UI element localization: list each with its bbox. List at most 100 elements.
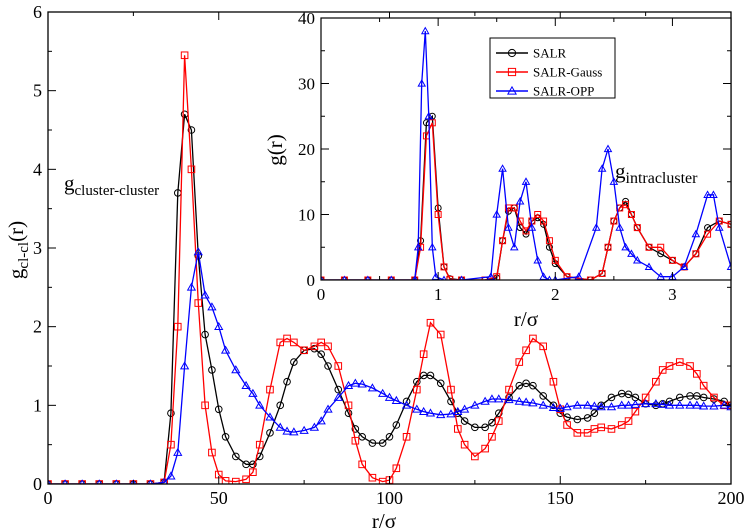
main-point-salr-opp: [685, 400, 695, 409]
main-point-salr-opp: [173, 447, 183, 456]
main-point-salr-opp: [200, 290, 210, 299]
main-point-salr-opp: [323, 404, 333, 413]
main-y-tick-label: 5: [33, 81, 42, 101]
main-point-salr-opp: [166, 471, 176, 480]
main-point-salr: [529, 381, 537, 390]
inset-y-tick-label: 40: [298, 9, 315, 28]
main-annotation-sub: cluster-cluster: [75, 183, 160, 199]
main-point-salr-gauss: [573, 429, 582, 437]
main-point-salr: [471, 423, 479, 432]
inset-point-salr-opp: [574, 272, 584, 280]
main-point-salr: [201, 330, 209, 339]
inset-x-axis-label: r/σ: [514, 307, 538, 331]
inset-point-salr-opp: [632, 255, 642, 264]
legend-item-salr-gauss: SALR-Gauss: [496, 65, 602, 80]
main-point-salr-gauss: [194, 299, 203, 307]
main-point-salr-opp: [664, 400, 675, 409]
main-point-salr-opp: [299, 425, 309, 434]
main-point-salr-opp: [255, 400, 265, 409]
inset-x-tick-label: 1: [434, 285, 443, 304]
inset-point-salr-opp: [509, 242, 519, 251]
inset-y-tick-label: 10: [298, 206, 315, 225]
inset-point-salr-gauss: [499, 237, 507, 245]
inset-point-salr-opp: [413, 242, 423, 251]
inset-point-salr-gauss: [727, 220, 731, 228]
main-point-salr-opp: [538, 400, 548, 409]
main-point-salr-gauss: [436, 330, 445, 339]
main-y-tick-label: 4: [33, 159, 42, 179]
inset-point-salr-opp: [424, 111, 434, 120]
main-series-salr-opp: [48, 247, 731, 484]
main-point-salr-opp: [367, 383, 378, 392]
main-y-axis-label-tail: (r): [4, 221, 28, 242]
inset-point-salr-gauss: [627, 211, 635, 218]
main-point-salr-opp: [555, 403, 565, 412]
main-point-salr-gauss: [658, 366, 667, 374]
inset-point-salr-gauss: [551, 256, 559, 264]
main-point-salr-gauss: [358, 460, 366, 469]
main-point-salr: [624, 390, 633, 399]
legend: SALR SALR-Gauss SALR-OPP: [489, 37, 616, 99]
main-point-salr-opp: [220, 345, 231, 354]
inset-point-salr-opp: [527, 223, 537, 231]
main-point-salr: [283, 377, 291, 386]
legend-label: SALR-Gauss: [533, 65, 602, 80]
main-y-tick-label: 0: [33, 474, 42, 494]
inset-y-tick-label: 30: [298, 75, 315, 94]
main-point-salr: [232, 452, 240, 461]
main-point-salr-opp: [401, 400, 412, 409]
main-point-salr-gauss: [242, 475, 250, 484]
inset-y-tick-label: 0: [307, 271, 316, 290]
main-point-salr-gauss: [675, 358, 684, 366]
main-point-salr-opp: [480, 396, 490, 405]
inset-point-salr-opp: [726, 262, 731, 270]
main-point-salr-opp: [316, 416, 326, 425]
inset-point-salr: [704, 224, 712, 232]
inset-point-salr-opp: [714, 223, 724, 231]
main-point-salr-gauss: [549, 377, 558, 386]
inset-series-group: [321, 26, 731, 280]
main-point-salr-opp: [562, 402, 572, 411]
main-point-salr-opp: [453, 406, 463, 415]
main-y-axis-label-sub: cl-cl: [16, 242, 32, 269]
main-point-salr: [447, 397, 455, 406]
inset-point-salr: [657, 250, 665, 258]
main-point-salr: [276, 401, 285, 410]
main-point-salr-opp: [596, 402, 606, 411]
inset-point-salr-opp: [533, 255, 543, 264]
main-point-salr-gauss: [290, 338, 298, 347]
main-point-salr-opp: [606, 402, 617, 411]
main-point-salr-gauss: [515, 358, 524, 366]
main-y-axis-label-main: g: [4, 268, 28, 279]
inset-point-salr-opp: [703, 190, 712, 198]
main-point-salr-opp: [384, 392, 395, 401]
main-point-salr-gauss: [173, 322, 182, 331]
inset-x-tick-label: 2: [551, 285, 560, 304]
inset-point-salr-gauss: [645, 243, 653, 251]
main-point-salr: [597, 401, 606, 410]
main-point-salr-opp: [391, 395, 401, 404]
main-point-salr: [344, 409, 353, 418]
main-point-salr-gauss: [300, 346, 308, 355]
main-point-salr-gauss: [221, 477, 230, 484]
inset-point-salr-opp: [539, 272, 548, 280]
main-point-salr-gauss: [283, 334, 291, 343]
legend-marker: [506, 85, 518, 95]
main-point-salr: [290, 358, 298, 366]
main-point-salr-opp: [504, 395, 514, 404]
main-point-salr-gauss: [368, 473, 377, 482]
main-point-salr-opp: [275, 422, 285, 431]
main-point-salr-opp: [572, 400, 582, 409]
main-x-tick-label: 0: [44, 488, 53, 508]
main-x-tick-label: 50: [210, 488, 228, 508]
main-point-salr: [221, 433, 230, 441]
main-x-tick-label: 200: [718, 488, 745, 508]
inset-point-salr-opp: [656, 272, 666, 280]
main-point-salr: [324, 362, 332, 370]
main-point-salr-gauss: [187, 165, 196, 174]
main-point-salr-gauss: [201, 401, 209, 410]
